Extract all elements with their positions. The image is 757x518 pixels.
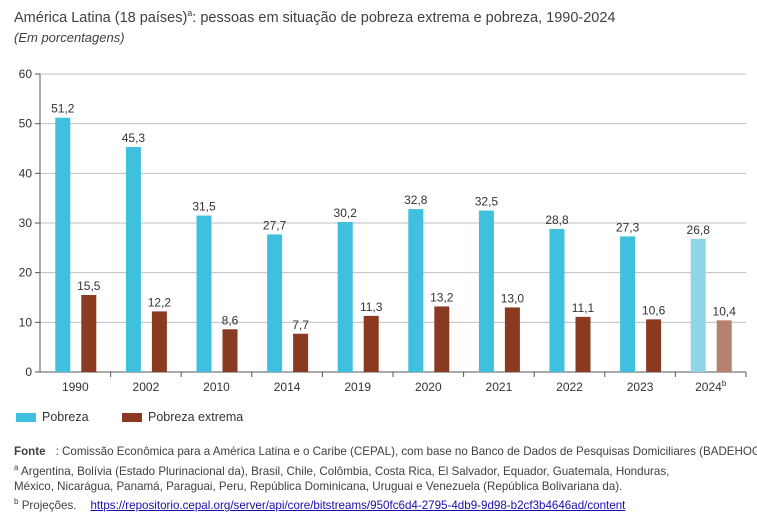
bar-pobreza xyxy=(267,234,283,372)
x-tick-label: 2021 xyxy=(486,380,513,394)
footnote-b-text: Projeções. xyxy=(21,499,77,513)
footnote-a-line2: México, Nicarágua, Panamá, Paraguai, Per… xyxy=(14,479,623,493)
legend-label-pobreza-extrema: Pobreza extrema xyxy=(148,410,244,424)
x-tick-label: 2023 xyxy=(627,380,654,394)
x-tick-label: 2014 xyxy=(274,380,301,394)
bar-pobreza xyxy=(408,209,424,372)
bar-pobreza-extrema xyxy=(81,295,97,372)
data-label-pobreza-extrema: 7,7 xyxy=(292,318,309,332)
legend-item-pobreza-extrema: Pobreza extrema xyxy=(122,410,243,424)
chart-title: América Latina (18 países)a: pessoas em … xyxy=(14,8,615,26)
data-label-pobreza: 51,2 xyxy=(51,102,75,116)
bar-pobreza-extrema xyxy=(293,333,309,372)
data-label-pobreza: 30,2 xyxy=(334,206,358,220)
data-label-pobreza-extrema: 15,5 xyxy=(77,279,101,293)
source-text: : Comissão Econômica para a América Lati… xyxy=(55,445,757,458)
bar-pobreza-extrema xyxy=(504,307,520,372)
x-tick-footnote-mark: b xyxy=(722,379,727,388)
chart-title-main: América Latina (18 países) xyxy=(14,9,188,26)
data-label-pobreza: 32,8 xyxy=(404,193,428,207)
bar-pobreza xyxy=(196,215,212,372)
data-label-pobreza: 45,3 xyxy=(122,131,146,145)
bar-pobreza xyxy=(125,147,141,372)
data-label-pobreza: 32,5 xyxy=(475,195,499,209)
bar-pobreza-extrema xyxy=(222,329,238,372)
bar-pobreza-extrema xyxy=(151,311,167,372)
data-label-pobreza-extrema: 13,0 xyxy=(501,291,525,305)
y-tick-label: 10 xyxy=(19,315,33,329)
footnote-a-line1: Argentina, Bolívia (Estado Plurinacional… xyxy=(21,464,670,478)
legend-label-pobreza: Pobreza xyxy=(42,410,89,424)
chart-title-rest: : pessoas em situação de pobreza extrema… xyxy=(192,9,616,26)
legend-item-pobreza: Pobreza xyxy=(16,410,89,424)
data-label-pobreza-extrema: 12,2 xyxy=(148,295,172,309)
data-label-pobreza: 31,5 xyxy=(192,200,216,214)
data-label-pobreza-extrema: 11,3 xyxy=(360,300,383,314)
footnote-a-mark: a xyxy=(14,462,19,472)
x-tick-label: 2022 xyxy=(556,380,583,394)
bar-pobreza xyxy=(478,210,494,372)
y-tick-label: 0 xyxy=(25,365,32,379)
bar-pobreza xyxy=(337,222,353,372)
data-label-pobreza-extrema: 8,6 xyxy=(222,313,239,327)
source-link[interactable]: https://repositorio.cepal.org/server/api… xyxy=(90,499,626,513)
bar-pobreza-extrema xyxy=(575,316,591,372)
x-tick-label: 1990 xyxy=(62,380,89,394)
chart-title-footnote-mark: a xyxy=(187,8,193,18)
legend-swatch-pobreza xyxy=(16,412,36,422)
bar-pobreza-extrema xyxy=(434,306,450,372)
data-label-pobreza: 27,7 xyxy=(263,218,287,232)
bar-pobreza-extrema xyxy=(646,319,662,372)
y-tick-label: 60 xyxy=(19,67,33,81)
y-tick-label: 40 xyxy=(19,166,33,180)
chart-subtitle: (Em porcentagens) xyxy=(14,30,125,45)
footnote-a: a Argentina, Bolívia (Estado Plurinacion… xyxy=(14,460,754,479)
x-tick-label: 2010 xyxy=(203,380,230,394)
bar-pobreza xyxy=(620,236,636,372)
bar-pobreza xyxy=(55,117,71,372)
data-label-pobreza-extrema: 10,4 xyxy=(713,304,737,318)
data-label-pobreza-extrema: 13,2 xyxy=(430,290,454,304)
x-tick-label: 2002 xyxy=(133,380,160,394)
data-label-pobreza: 26,8 xyxy=(687,223,711,237)
data-label-pobreza-extrema: 11,1 xyxy=(572,301,595,315)
x-tick-label: 2019 xyxy=(344,380,371,394)
bar-pobreza-extrema xyxy=(363,315,379,372)
footnote-b-mark: b xyxy=(14,497,19,507)
bar-pobreza xyxy=(690,238,706,372)
data-label-pobreza: 27,3 xyxy=(616,220,640,234)
source-note: Fonte : Comissão Econômica para a América… xyxy=(14,444,757,460)
bar-chart: 0 10 20 30 40 50 60 51,2 15,5 1990 45,3 12,2 2002 31,… xyxy=(19,67,747,394)
source-label: Fonte xyxy=(14,445,46,458)
legend-swatch-pobreza-extrema xyxy=(122,412,142,422)
footnotes: Fonte : Comissão Econômica para a América… xyxy=(14,444,757,514)
x-tick-label: 2020 xyxy=(415,380,442,394)
bar-pobreza-extrema xyxy=(716,320,732,372)
y-tick-label: 30 xyxy=(19,216,33,230)
data-label-pobreza: 28,8 xyxy=(545,213,569,227)
bar-pobreza xyxy=(549,228,565,372)
data-label-pobreza-extrema: 10,6 xyxy=(642,303,666,317)
x-tick-label: 2024b xyxy=(695,379,727,394)
y-tick-label: 50 xyxy=(19,117,33,131)
footnote-b: b Projeções. https://repositorio.cepal.or… xyxy=(14,494,754,513)
footnote-a-cont: México, Nicarágua, Panamá, Paraguai, Per… xyxy=(14,479,754,495)
y-tick-label: 20 xyxy=(19,266,33,280)
